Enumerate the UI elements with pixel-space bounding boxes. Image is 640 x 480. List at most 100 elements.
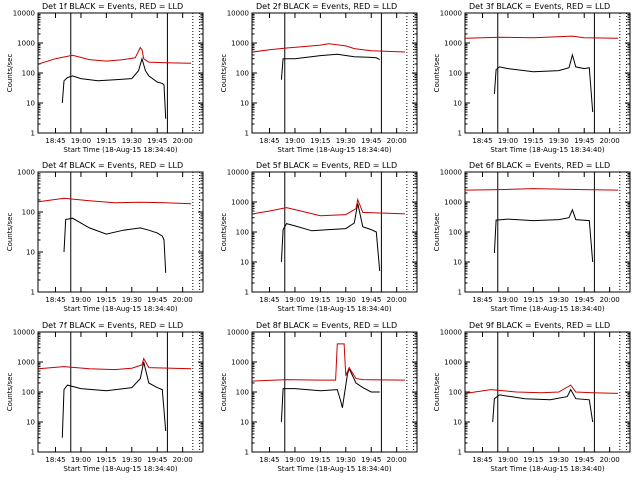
x-tick-label: 20:00 bbox=[173, 137, 193, 145]
chart-panel-8f: Det 8f BLACK = Events, RED = LLD 1 10 100 10… bbox=[220, 321, 418, 473]
y-tick-label: 1 bbox=[245, 449, 249, 457]
y-tick-label: 1000 bbox=[231, 199, 249, 207]
x-tick-label: 19:00 bbox=[71, 456, 91, 464]
x-axis-label: Start Time (18-Aug-15 18:34:40) bbox=[490, 305, 604, 313]
y-tick-label: 10000 bbox=[440, 329, 462, 337]
y-tick-label: 1 bbox=[31, 130, 35, 138]
x-tick-label: 19:30 bbox=[336, 137, 356, 145]
y-tick-label: 1000 bbox=[444, 40, 462, 48]
x-tick-label: 19:15 bbox=[96, 456, 116, 464]
x-tick-label: 20:00 bbox=[173, 456, 193, 464]
series-line-events bbox=[493, 208, 594, 263]
chart-title: Det 2f BLACK = Events, RED = LLD bbox=[256, 2, 397, 11]
y-tick-label: 10 bbox=[453, 259, 462, 267]
chart-panel-6f: Det 6f BLACK = Events, RED = LLD 1 10 100 10… bbox=[433, 161, 631, 313]
y-tick-label: 1 bbox=[31, 449, 35, 457]
y-axis-label: Counts/sec bbox=[220, 373, 228, 412]
y-tick-label: 10000 bbox=[13, 10, 35, 18]
x-tick-label: 18:45 bbox=[259, 296, 279, 304]
x-tick-label: 19:45 bbox=[147, 137, 167, 145]
chart-title: Det 3f BLACK = Events, RED = LLD bbox=[469, 2, 610, 11]
x-tick-label: 19:15 bbox=[96, 296, 116, 304]
y-tick-label: 10 bbox=[240, 419, 249, 427]
chart-title: Det 6f BLACK = Events, RED = LLD bbox=[469, 161, 610, 170]
y-tick-label: 1 bbox=[458, 449, 462, 457]
y-tick-label: 10 bbox=[453, 100, 462, 108]
x-tick-label: 20:00 bbox=[387, 456, 407, 464]
x-tick-label: 18:45 bbox=[472, 456, 492, 464]
chart-panel-2f: Det 2f BLACK = Events, RED = LLD 1 10 100 10… bbox=[220, 2, 418, 154]
x-tick-label: 19:00 bbox=[285, 137, 305, 145]
y-axis-label: Counts/sec bbox=[6, 54, 14, 93]
x-tick-label: 19:45 bbox=[147, 456, 167, 464]
series-line-events bbox=[280, 53, 380, 80]
y-tick-label: 100 bbox=[449, 70, 462, 78]
series-line-events bbox=[492, 388, 594, 423]
x-tick-label: 19:30 bbox=[336, 456, 356, 464]
x-tick-label: 19:15 bbox=[523, 296, 543, 304]
y-tick-label: 100 bbox=[22, 389, 35, 397]
x-tick-label: 19:15 bbox=[96, 137, 116, 145]
y-axis-label: Counts/sec bbox=[433, 373, 441, 412]
y-axis-label: Counts/sec bbox=[220, 213, 228, 252]
x-tick-label: 20:00 bbox=[600, 456, 620, 464]
plot-frame bbox=[37, 12, 204, 134]
y-tick-label: 100 bbox=[236, 389, 249, 397]
series-line-events bbox=[280, 367, 380, 423]
x-tick-label: 19:45 bbox=[361, 137, 381, 145]
x-tick-label: 19:00 bbox=[285, 296, 305, 304]
x-tick-label: 20:00 bbox=[600, 296, 620, 304]
x-tick-label: 19:15 bbox=[310, 456, 330, 464]
chart-title: Det 4f BLACK = Events, RED = LLD bbox=[42, 161, 183, 170]
y-axis-label: Counts/sec bbox=[6, 373, 14, 412]
x-tick-label: 19:15 bbox=[310, 137, 330, 145]
x-tick-label: 18:45 bbox=[45, 137, 65, 145]
y-tick-label: 10000 bbox=[13, 329, 35, 337]
chart-panel-4f: Det 4f BLACK = Events, RED = LLD 1 10 100 10… bbox=[6, 161, 204, 313]
x-tick-label: 19:30 bbox=[122, 296, 142, 304]
x-tick-label: 19:00 bbox=[498, 137, 518, 145]
series-line-lld bbox=[465, 35, 619, 39]
x-tick-label: 19:45 bbox=[574, 296, 594, 304]
x-tick-label: 18:45 bbox=[472, 296, 492, 304]
series-line-lld bbox=[38, 197, 192, 205]
x-tick-label: 19:30 bbox=[336, 296, 356, 304]
x-axis-label: Start Time (18-Aug-15 18:34:40) bbox=[63, 465, 177, 473]
series-line-lld bbox=[252, 197, 406, 217]
series-line-events bbox=[63, 217, 167, 273]
chart-title: Det 5f BLACK = Events, RED = LLD bbox=[256, 161, 397, 170]
y-tick-label: 1 bbox=[31, 289, 35, 297]
y-tick-label: 1000 bbox=[17, 169, 35, 177]
chart-title: Det 1f BLACK = Events, RED = LLD bbox=[42, 2, 183, 11]
x-tick-label: 18:45 bbox=[259, 137, 279, 145]
series-line-lld bbox=[38, 357, 192, 371]
x-tick-label: 18:45 bbox=[45, 456, 65, 464]
y-tick-label: 10 bbox=[240, 259, 249, 267]
x-tick-label: 20:00 bbox=[387, 296, 407, 304]
x-axis-label: Start Time (18-Aug-15 18:34:40) bbox=[277, 305, 391, 313]
x-tick-label: 18:45 bbox=[259, 456, 279, 464]
y-axis-label: Counts/sec bbox=[220, 54, 228, 93]
x-tick-label: 20:00 bbox=[173, 296, 193, 304]
x-tick-label: 18:45 bbox=[472, 137, 492, 145]
y-tick-label: 1000 bbox=[444, 199, 462, 207]
y-tick-label: 100 bbox=[449, 389, 462, 397]
x-axis-label: Start Time (18-Aug-15 18:34:40) bbox=[490, 465, 604, 473]
plot-frame bbox=[251, 331, 418, 453]
plot-frame bbox=[37, 171, 204, 293]
x-tick-label: 19:30 bbox=[549, 296, 569, 304]
chart-title: Det 7f BLACK = Events, RED = LLD bbox=[42, 321, 183, 330]
series-line-lld bbox=[252, 43, 406, 53]
x-tick-label: 20:00 bbox=[387, 137, 407, 145]
x-axis-label: Start Time (18-Aug-15 18:34:40) bbox=[277, 465, 391, 473]
y-tick-label: 1 bbox=[245, 289, 249, 297]
y-tick-label: 10 bbox=[26, 249, 35, 257]
x-axis-label: Start Time (18-Aug-15 18:34:40) bbox=[63, 146, 177, 154]
series-line-lld bbox=[465, 384, 619, 394]
y-axis-label: Counts/sec bbox=[6, 213, 14, 252]
chart-title: Det 9f BLACK = Events, RED = LLD bbox=[469, 321, 610, 330]
x-tick-label: 19:15 bbox=[310, 296, 330, 304]
y-tick-label: 10000 bbox=[227, 10, 249, 18]
y-axis-label: Counts/sec bbox=[433, 54, 441, 93]
